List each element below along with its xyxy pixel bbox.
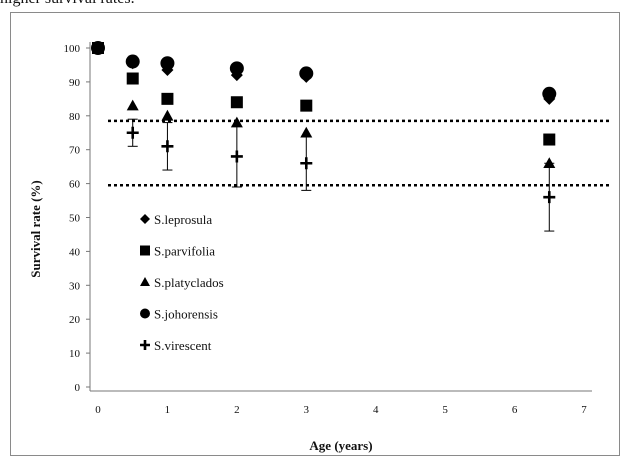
- x-tick-label: 5: [442, 404, 448, 416]
- chart-frame: 0 10 20 30 40 50 60 70 80 90 100 0 1 2 3 4 5 6 7 S.leprosu…: [10, 12, 620, 456]
- data-points: [91, 41, 557, 204]
- data-point-square: [161, 92, 174, 105]
- y-axis-label: Survival rate (%): [28, 180, 43, 277]
- legend-marker-plus: [140, 340, 150, 350]
- x-tick-label: 0: [95, 404, 101, 416]
- x-axis-label: Age (years): [309, 438, 372, 453]
- y-tick-label: 100: [64, 43, 81, 55]
- data-point-square: [300, 99, 313, 112]
- y-tick-label: 50: [69, 213, 81, 225]
- axes: 0 10 20 30 40 50 60 70 80 90 100 0 1 2 3 4 5 6 7: [64, 42, 592, 416]
- data-point-circle: [542, 86, 557, 101]
- series-s-johorensis: [91, 41, 557, 101]
- data-point-triangle: [230, 116, 243, 128]
- data-point-plus: [230, 150, 243, 163]
- data-point-circle: [125, 54, 140, 69]
- data-point-circle: [229, 61, 244, 76]
- x-tick-label: 6: [512, 404, 518, 416]
- legend-label: S.platyclados: [154, 275, 224, 290]
- y-tick-label: 40: [69, 246, 81, 258]
- legend-label: S.johorensis: [154, 307, 218, 322]
- data-point-circle: [299, 66, 314, 81]
- data-point-triangle: [126, 99, 139, 111]
- series-s-virescent: [92, 42, 556, 204]
- data-point-triangle: [300, 126, 313, 138]
- y-tick-label: 0: [75, 382, 81, 394]
- legend-marker-circle: [140, 308, 150, 319]
- legend-marker-diamond: [140, 214, 150, 224]
- x-tick-label: 7: [581, 404, 587, 416]
- legend-label: S.parvifolia: [154, 244, 215, 259]
- series-s-parvifolia: [92, 42, 556, 146]
- data-point-plus: [161, 140, 174, 153]
- data-point-circle: [160, 56, 175, 71]
- legend-marker-square: [140, 245, 150, 256]
- caption-text-fragment: higher survival rates.: [0, 0, 135, 8]
- y-tick-label: 20: [69, 314, 81, 326]
- data-point-triangle: [543, 157, 556, 169]
- legend-label: S.leprosula: [154, 212, 212, 227]
- x-tick-label: 3: [304, 404, 310, 416]
- data-point-plus: [543, 191, 556, 204]
- y-tick-label: 60: [69, 179, 81, 191]
- y-tick-label: 80: [69, 111, 81, 123]
- data-point-plus: [126, 126, 139, 139]
- reference-lines: [108, 119, 609, 187]
- y-tick-label: 90: [69, 77, 81, 89]
- legend-marker-triangle: [140, 277, 150, 286]
- survival-rate-chart: 0 10 20 30 40 50 60 70 80 90 100 0 1 2 3 4 5 6 7 S.leprosu…: [28, 41, 609, 453]
- data-point-plus: [300, 157, 313, 170]
- y-tick-label: 30: [69, 280, 81, 292]
- x-tick-label: 1: [165, 404, 171, 416]
- data-point-triangle: [161, 109, 174, 121]
- x-tick-label: 4: [373, 404, 379, 416]
- y-tick-label: 10: [69, 348, 81, 360]
- x-tick-label: 2: [234, 404, 240, 416]
- data-point-plus: [92, 42, 104, 54]
- data-point-square: [543, 133, 556, 146]
- legend: S.leprosula S.parvifolia S.platyclados S.jo…: [140, 212, 224, 353]
- data-point-square: [126, 72, 139, 85]
- y-tick-label: 70: [69, 145, 81, 157]
- data-point-square: [230, 96, 243, 109]
- legend-label: S.virescent: [154, 338, 212, 353]
